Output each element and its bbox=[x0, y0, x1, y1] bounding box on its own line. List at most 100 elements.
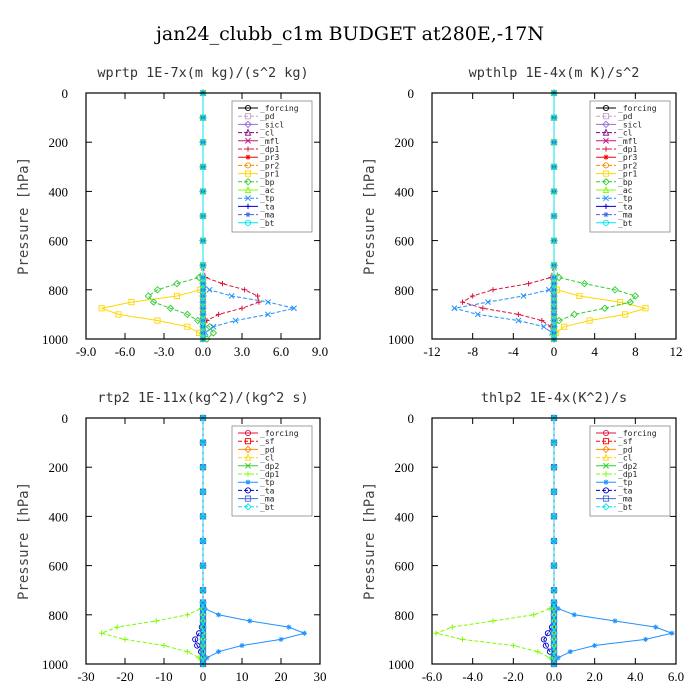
y-tick-label: 1000 bbox=[42, 657, 68, 672]
series-point bbox=[228, 292, 235, 299]
series-point bbox=[98, 305, 105, 312]
series-point bbox=[642, 636, 649, 642]
legend-marker bbox=[602, 503, 610, 511]
legend-marker bbox=[244, 113, 252, 120]
series-point bbox=[153, 286, 162, 294]
legend-marker bbox=[244, 503, 252, 511]
series-point bbox=[199, 212, 207, 220]
legend-label: _dp1 bbox=[260, 145, 279, 154]
legend-marker bbox=[244, 120, 252, 129]
series-point bbox=[199, 329, 207, 336]
series-point bbox=[561, 323, 568, 330]
y-tick-label: 600 bbox=[49, 559, 69, 574]
series-point bbox=[128, 299, 135, 306]
series-point bbox=[550, 299, 558, 306]
legend-label: _pr2 bbox=[260, 161, 279, 170]
legend-marker bbox=[602, 185, 610, 194]
x-tick-label: -6.0 bbox=[422, 669, 443, 684]
series-point bbox=[265, 299, 271, 306]
legend-marker bbox=[245, 195, 251, 202]
y-tick-label: 800 bbox=[395, 283, 415, 298]
y-tick-label: 400 bbox=[49, 509, 69, 524]
y-tick-label: 200 bbox=[49, 135, 69, 150]
series-line bbox=[99, 93, 204, 340]
x-tick-label: 6.0 bbox=[668, 669, 684, 684]
series-point bbox=[611, 286, 619, 294]
legend-marker bbox=[244, 178, 252, 186]
series-point bbox=[459, 299, 466, 305]
series-line bbox=[454, 93, 555, 340]
y-tick-label: 400 bbox=[395, 509, 415, 524]
legend-marker bbox=[602, 453, 610, 461]
series-point bbox=[550, 329, 558, 336]
x-tick-label: 4 bbox=[591, 344, 598, 359]
series-point bbox=[550, 163, 558, 170]
series-point bbox=[216, 311, 222, 317]
series-point bbox=[451, 305, 458, 312]
series-point bbox=[550, 139, 558, 146]
legend-marker bbox=[602, 128, 610, 136]
legend-marker bbox=[244, 445, 252, 454]
y-tick-label: 800 bbox=[49, 283, 69, 298]
legend-label: _cl bbox=[618, 454, 633, 463]
x-tick-label: 4.0 bbox=[627, 669, 643, 684]
y-tick-label: 600 bbox=[395, 234, 415, 249]
legend-marker bbox=[603, 471, 609, 477]
panels-container: wprtp 1E-7x(m kg)/(s^2 kg) Pressure [hPa]… bbox=[16, 65, 684, 684]
series-group bbox=[99, 413, 307, 668]
legend-label: _tp bbox=[618, 478, 633, 487]
y-tick-label: 800 bbox=[395, 608, 415, 623]
chart-panel-2: wpthlp 1E-4x(m K)/s^2 Pressure [hPa] 0 200 4… bbox=[362, 65, 683, 359]
legend: _forcing_pd_sicl_cl_mfl_dp1_pr3_pr2_pr1_… bbox=[231, 100, 313, 233]
series-line bbox=[461, 93, 555, 339]
series-point bbox=[199, 188, 207, 195]
series-point bbox=[470, 293, 476, 299]
legend-label: _ta bbox=[618, 486, 633, 495]
legend-label: _bt bbox=[260, 503, 275, 512]
x-tick-label: -30 bbox=[77, 669, 94, 684]
legend-marker bbox=[244, 429, 252, 437]
legend-marker bbox=[244, 162, 252, 169]
series-point bbox=[550, 188, 558, 195]
legend-marker bbox=[603, 479, 609, 485]
series-point bbox=[550, 438, 558, 447]
series-point bbox=[570, 310, 579, 319]
y-tick-label: 200 bbox=[49, 460, 69, 475]
x-tick-label: -4.0 bbox=[462, 669, 483, 684]
chart-panel-1: wprtp 1E-7x(m kg)/(s^2 kg) Pressure [hPa]… bbox=[16, 65, 328, 359]
series-point bbox=[199, 561, 207, 570]
series-point bbox=[194, 316, 202, 325]
series-point bbox=[114, 624, 120, 630]
series-point bbox=[192, 636, 199, 643]
legend-label: _bt bbox=[260, 219, 275, 228]
series-point bbox=[183, 310, 192, 319]
series-point bbox=[153, 618, 159, 624]
legend-label: _mfl bbox=[618, 137, 637, 146]
x-tick-label: 12 bbox=[670, 344, 683, 359]
legend-marker bbox=[602, 113, 610, 120]
series-point bbox=[255, 293, 261, 299]
legend-label: _bp bbox=[618, 178, 633, 187]
y-tick-label: 600 bbox=[395, 559, 415, 574]
legend-label: _dp1 bbox=[618, 470, 637, 479]
series-dp1 bbox=[459, 90, 557, 342]
legend-label: _tp bbox=[260, 478, 275, 487]
legend-marker bbox=[602, 495, 610, 502]
legend-marker bbox=[244, 487, 252, 494]
series-point bbox=[550, 323, 558, 330]
series-point bbox=[550, 274, 558, 281]
legend-marker bbox=[602, 487, 610, 494]
series-point bbox=[520, 292, 527, 299]
series-bt bbox=[550, 414, 558, 668]
series-point bbox=[232, 317, 239, 324]
series-point bbox=[202, 606, 208, 612]
series-point bbox=[196, 630, 203, 637]
series-point bbox=[199, 280, 207, 287]
legend-label: _ta bbox=[260, 486, 275, 495]
series-point bbox=[550, 305, 558, 312]
series-point bbox=[459, 636, 466, 642]
series-point bbox=[184, 649, 190, 655]
legend-label: _sicl bbox=[260, 120, 284, 129]
series-point bbox=[154, 317, 161, 324]
legend-label: _bt bbox=[618, 219, 633, 228]
